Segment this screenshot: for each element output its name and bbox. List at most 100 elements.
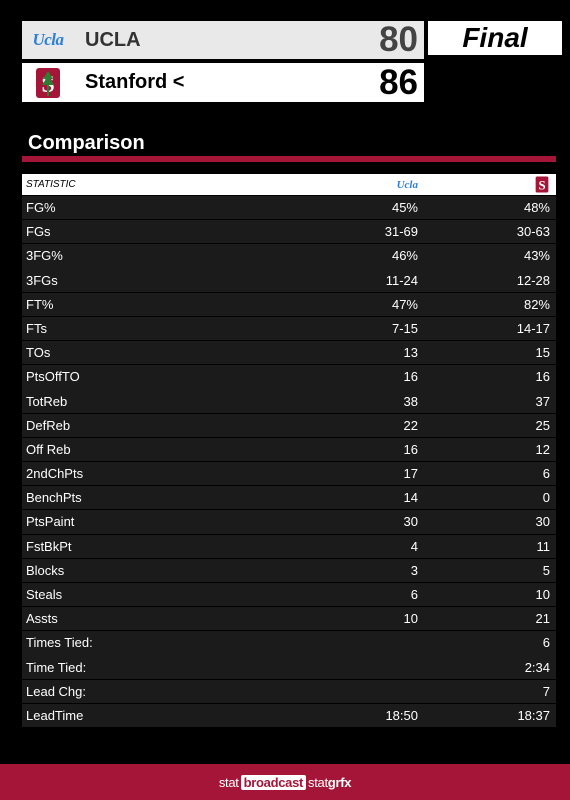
stat-label: FGs xyxy=(26,224,51,240)
table-row: BenchPts 14 0 xyxy=(22,486,556,510)
stat-label: 3FG% xyxy=(26,248,63,264)
table-row: 2ndChPts 17 6 xyxy=(22,461,556,486)
home-team-name: Stanford < xyxy=(85,71,185,93)
home-value: 21 xyxy=(535,611,550,627)
table-row: 3FGs 11-24 12-28 xyxy=(22,268,556,292)
table-row: PtsPaint 30 30 xyxy=(22,510,556,534)
ucla-logo-icon: Ucla xyxy=(22,21,74,59)
section-title: Comparison xyxy=(28,132,145,154)
table-row: FTs 7-15 14-17 xyxy=(22,316,556,341)
stat-label: PtsPaint xyxy=(26,514,75,530)
table-row: LeadTime 18:50 18:37 xyxy=(22,703,556,728)
away-value: 47% xyxy=(391,296,418,312)
header-statistic: STATISTIC xyxy=(26,179,76,190)
stanford-logo-icon: S xyxy=(22,63,74,102)
away-value: 6 xyxy=(410,587,418,603)
home-value: 82% xyxy=(523,296,550,312)
home-value: 7 xyxy=(542,683,550,699)
stat-label: FG% xyxy=(26,200,56,216)
away-team-row: Ucla UCLA 80 xyxy=(22,20,424,59)
home-value: 14-17 xyxy=(516,320,550,336)
table-row: FGs 31-69 30-63 xyxy=(22,220,556,244)
stat-label: FTs xyxy=(26,320,47,336)
stat-label: FstBkPt xyxy=(26,538,72,554)
home-value: 48% xyxy=(523,200,550,216)
away-value: 30 xyxy=(403,514,418,530)
table-row: Steals 6 10 xyxy=(22,582,556,607)
home-value: 0 xyxy=(542,490,550,506)
table-row: TOs 13 15 xyxy=(22,341,556,365)
away-team-score: 80 xyxy=(379,20,418,59)
stat-label: Times Tied: xyxy=(26,635,93,651)
away-value: 4 xyxy=(410,538,418,554)
header-home-team: S xyxy=(418,176,556,193)
brand-part-1: stat xyxy=(218,774,239,790)
home-value: 15 xyxy=(535,345,550,361)
home-value: 11 xyxy=(536,538,551,554)
ucla-logo-text: Ucla xyxy=(32,30,64,49)
game-status-badge: Final xyxy=(428,21,562,55)
stat-label: PtsOffTO xyxy=(26,369,80,385)
brand-part-3: stat xyxy=(308,774,328,790)
home-value: 30-63 xyxy=(516,224,550,240)
away-value: 14 xyxy=(403,490,418,506)
table-row: FT% 47% 82% xyxy=(22,292,556,316)
stat-label: DefReb xyxy=(26,417,71,433)
home-value: 12-28 xyxy=(516,272,550,288)
table-body: FG% 45% 48% FGs 31-69 30-63 3FG% 46% 43% 3FGs 11-2… xyxy=(22,195,556,728)
comparison-table: STATISTIC Ucla S FG% 45% 48% FGs 31-69 30-63 3… xyxy=(22,174,556,728)
table-row: PtsOffTO 16 16 xyxy=(22,365,556,389)
home-value: 30 xyxy=(535,514,550,530)
away-value: 17 xyxy=(403,466,418,482)
table-row: Times Tied: 6 xyxy=(22,631,556,655)
stat-label: Blocks xyxy=(26,562,65,578)
away-value: 3 xyxy=(410,562,418,578)
stanford-tree-icon: S xyxy=(36,67,60,98)
stat-label: BenchPts xyxy=(26,490,82,506)
away-value: 7-15 xyxy=(391,320,418,336)
home-value: 5 xyxy=(542,562,550,578)
home-value: 12 xyxy=(535,441,550,457)
stat-label: 3FGs xyxy=(26,272,58,288)
table-header: STATISTIC Ucla S xyxy=(22,174,556,195)
table-row: Time Tied: 2:34 xyxy=(22,655,556,679)
home-value: 6 xyxy=(542,466,550,482)
away-value: 45% xyxy=(391,200,418,216)
home-value: 25 xyxy=(535,417,550,433)
table-row: FstBkPt 4 11 xyxy=(22,534,556,558)
away-value: 16 xyxy=(403,441,418,457)
stat-label: FT% xyxy=(26,296,54,312)
table-row: Blocks 3 5 xyxy=(22,558,556,582)
table-row: Assts 10 21 xyxy=(22,607,556,631)
header-away-team: Ucla xyxy=(290,179,418,191)
table-row: Lead Chg: 7 xyxy=(22,679,556,703)
footer-bar: stat broadcast stat grfx xyxy=(0,764,570,800)
home-value: 37 xyxy=(535,393,550,409)
stat-label: Lead Chg: xyxy=(26,683,86,699)
away-value: 31-69 xyxy=(384,224,418,240)
away-value: 11-24 xyxy=(385,272,418,288)
table-row: Off Reb 16 12 xyxy=(22,437,556,462)
section-divider xyxy=(22,156,556,162)
table-row: 3FG% 46% 43% xyxy=(22,244,556,268)
away-value: 38 xyxy=(403,393,418,409)
home-team-score: 86 xyxy=(379,62,418,102)
stat-label: Time Tied: xyxy=(26,659,87,675)
home-value: 6 xyxy=(542,635,550,651)
home-value: 18:37 xyxy=(517,707,550,723)
home-value: 43% xyxy=(523,248,550,264)
away-value: 10 xyxy=(403,611,418,627)
svg-text:S: S xyxy=(538,178,545,192)
home-value: 10 xyxy=(535,587,550,603)
away-value: 22 xyxy=(403,417,418,433)
stat-label: TotReb xyxy=(26,393,68,409)
home-value: 16 xyxy=(535,369,550,385)
stat-label: 2ndChPts xyxy=(26,466,84,482)
stat-label: Assts xyxy=(26,611,58,627)
table-row: FG% 45% 48% xyxy=(22,195,556,220)
table-row: TotReb 38 37 xyxy=(22,389,556,413)
stanford-mini-logo-icon: S xyxy=(535,176,549,193)
away-team-name: UCLA xyxy=(85,28,141,51)
home-team-row: S Stanford < 86 xyxy=(22,63,424,102)
ucla-mini-logo-icon: Ucla xyxy=(396,178,418,191)
